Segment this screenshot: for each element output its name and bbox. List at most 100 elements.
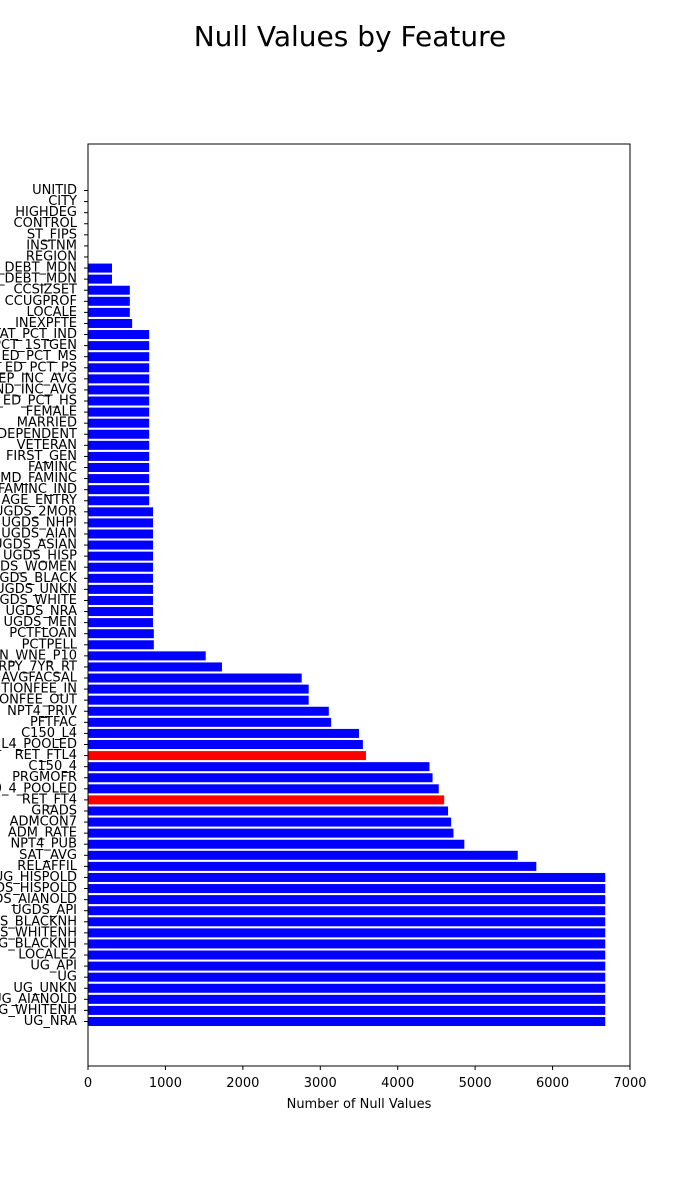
bar-ug-api (88, 961, 606, 971)
y-tick-label: C150_L4_POOLED (0, 737, 77, 752)
bar-avgfacsal (88, 673, 302, 683)
bar-faminc-ind (88, 485, 150, 495)
bar-dep-inc-avg (88, 374, 150, 384)
bar-pftfac (88, 717, 332, 727)
y-tick-label: UGDS_NHPI (1, 515, 77, 530)
y-tick-label: GRAD_DEBT_MDN (0, 261, 77, 276)
y-tick-label: NPT4_PUB (10, 837, 77, 852)
bar-c150-4 (88, 762, 430, 772)
bar-relaffil (88, 861, 537, 871)
y-tick-label: SAT_AVG (19, 848, 77, 863)
y-tick-label: AVGFACSAL (1, 671, 77, 686)
bar-ug-aianold (88, 994, 606, 1004)
y-tick-labels: UNITIDCITYHIGHDEGCONTROLST_FIPSINSTNMREG… (0, 183, 88, 1029)
y-tick-label: UGDS_BLACKNH (0, 914, 77, 929)
x-tick-label: 3000 (304, 1076, 337, 1091)
bar-par-ed-pct-ms (88, 352, 150, 362)
bar-pctfloan (88, 629, 154, 639)
bar-c150-l4-pooled (88, 740, 363, 749)
y-tick-label: CCUGPROF (5, 294, 77, 309)
y-tick-label: UGDS_AIAN (1, 526, 77, 541)
y-tick-label: UG_UNKN (13, 981, 77, 996)
x-tick-label: 2000 (226, 1076, 259, 1091)
bar-ccugprof (88, 296, 130, 306)
bar-ugds-nhpi (88, 518, 154, 528)
y-tick-label: LOCALE (27, 305, 77, 320)
y-tick-label: C150_4_POOLED (0, 781, 77, 796)
x-tick-label: 6000 (536, 1076, 569, 1091)
y-tick-label: UNITID (32, 183, 77, 198)
bar-c150-l4 (88, 728, 359, 738)
y-tick-label: INEXPFTE (15, 316, 77, 331)
y-tick-label: PCTFLOAN (9, 626, 77, 641)
y-tick-label: C150_L4 (21, 726, 77, 741)
y-tick-label: UG_API (30, 959, 77, 974)
y-tick-label: UG_BLACKNH (0, 936, 77, 951)
bar-grad-debt-mdn (88, 263, 113, 273)
y-tick-label: UGDS_UNKN (0, 582, 77, 597)
y-tick-label: PAR_ED_PCT_HS (0, 394, 77, 409)
y-tick-label: HIGHDEG (15, 205, 77, 220)
y-tick-label: PAR_ED_PCT_MS (0, 349, 77, 364)
bar-dependent (88, 429, 150, 439)
y-tick-label: TUITIONFEE_IN (0, 682, 77, 697)
bar-ugds-2mor (88, 507, 154, 517)
bar-ccsizset (88, 285, 130, 295)
bar-ug-hispold (88, 872, 606, 882)
y-tick-label: GRADS (31, 803, 77, 818)
y-tick-label: UGDS_BLACK (0, 571, 77, 586)
y-tick-label: WDRAW_DEBT_MDN (0, 272, 77, 287)
y-tick-label: UG_HISPOLD (0, 870, 77, 885)
y-tick-label: LOCALE2 (18, 948, 77, 963)
y-tick-label: PAR_ED_PCT_1STGEN (0, 338, 77, 353)
y-tick-label: FEMALE (26, 405, 77, 420)
bar-faminc (88, 463, 150, 472)
bar-inexpfte (88, 318, 133, 328)
y-tick-label: FAMINC (28, 460, 77, 475)
bar-prgmofr (88, 773, 433, 783)
x-axis-ticks: 0 1000 2000 3000 4000 5000 6000 7000 (84, 1066, 647, 1091)
y-tick-label: PFTFAC (30, 715, 77, 730)
bar-tuitionfee-out (88, 695, 309, 705)
y-tick-label: UG (57, 970, 77, 985)
bar-first-gen (88, 451, 150, 461)
y-tick-label: UGDS_WHITE (0, 593, 77, 608)
y-tick-label: MD_EARN_WNE_P10 (0, 648, 77, 663)
bar-ug-blacknh (88, 939, 606, 949)
y-tick-label: UG_AIANOLD (0, 992, 77, 1007)
bar-ugds-blacknh (88, 917, 606, 927)
bar-ug (88, 972, 606, 982)
y-tick-label: UG_WHITENH (0, 1003, 77, 1018)
bar-par-ed-pct-ps (88, 363, 150, 373)
y-tick-label: VETERAN (17, 438, 77, 453)
y-tick-label: MARRIED (17, 416, 77, 431)
y-tick-label: DEPENDENT (0, 427, 77, 442)
bar-md-earn-wne-p10 (88, 651, 206, 661)
y-tick-label: MD_FAMINC (0, 471, 77, 486)
y-tick-label: RELAFFIL (17, 859, 77, 874)
x-tick-label: 5000 (459, 1076, 492, 1091)
y-tick-label: RET_FTL4 (15, 748, 77, 763)
bar-ugds-aian (88, 529, 154, 539)
y-tick-label: PRGMOFR (12, 770, 77, 785)
bar-age-entry (88, 496, 150, 506)
y-tick-label: C150_4 (28, 759, 77, 774)
y-tick-label: ST_FIPS (27, 227, 77, 242)
y-tick-label: UGDS_WOMEN (0, 560, 77, 575)
y-tick-label: PAR_ED_PCT_PS (0, 360, 77, 375)
bar-dep-stat-pct-ind (88, 330, 150, 340)
y-tick-label: AGE_ENTRY (2, 493, 78, 508)
bars-layer (88, 263, 606, 1026)
bar-pctpell (88, 640, 154, 650)
bar-ug-whitenh (88, 1005, 606, 1015)
bar-ugds-whitenh (88, 928, 606, 938)
y-tick-label: UGDS_HISP (3, 549, 77, 564)
bar-npt4-pub (88, 839, 465, 849)
y-tick-label: UGDS_ASIAN (0, 538, 77, 553)
bar-locale2 (88, 950, 606, 960)
bar-veteran (88, 440, 150, 450)
x-tick-label: 7000 (613, 1076, 646, 1091)
bar-ugds-nra (88, 607, 154, 617)
x-tick-label: 1000 (149, 1076, 182, 1091)
bar-ugds-hispold (88, 884, 606, 894)
